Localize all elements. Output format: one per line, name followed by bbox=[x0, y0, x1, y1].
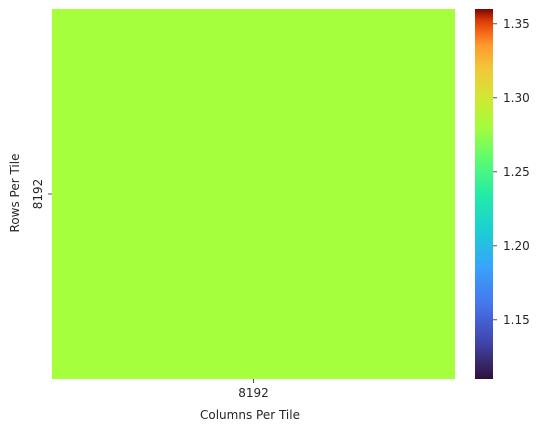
colorbar: 1.15 1.20 1.25 1.30 1.35 bbox=[475, 9, 530, 379]
x-tick-label: 8192 bbox=[238, 386, 269, 400]
heatmap-cell bbox=[52, 9, 455, 379]
x-axis-label: Columns Per Tile bbox=[200, 408, 300, 422]
colorbar-tick-label: 1.30 bbox=[503, 91, 530, 105]
colorbar-tick-label: 1.25 bbox=[503, 165, 530, 179]
y-axis: 8192 bbox=[31, 179, 52, 210]
heatmap-cells bbox=[52, 9, 455, 379]
x-axis: 8192 bbox=[238, 379, 269, 400]
colorbar-tick-label: 1.35 bbox=[503, 17, 530, 31]
colorbar-tick-label: 1.15 bbox=[503, 313, 530, 327]
colorbar-ticks: 1.15 1.20 1.25 1.30 1.35 bbox=[493, 17, 530, 327]
y-tick-label: 8192 bbox=[31, 179, 45, 210]
colorbar-gradient bbox=[475, 9, 493, 379]
y-axis-label: Rows Per Tile bbox=[8, 154, 22, 233]
colorbar-tick-label: 1.20 bbox=[503, 239, 530, 253]
